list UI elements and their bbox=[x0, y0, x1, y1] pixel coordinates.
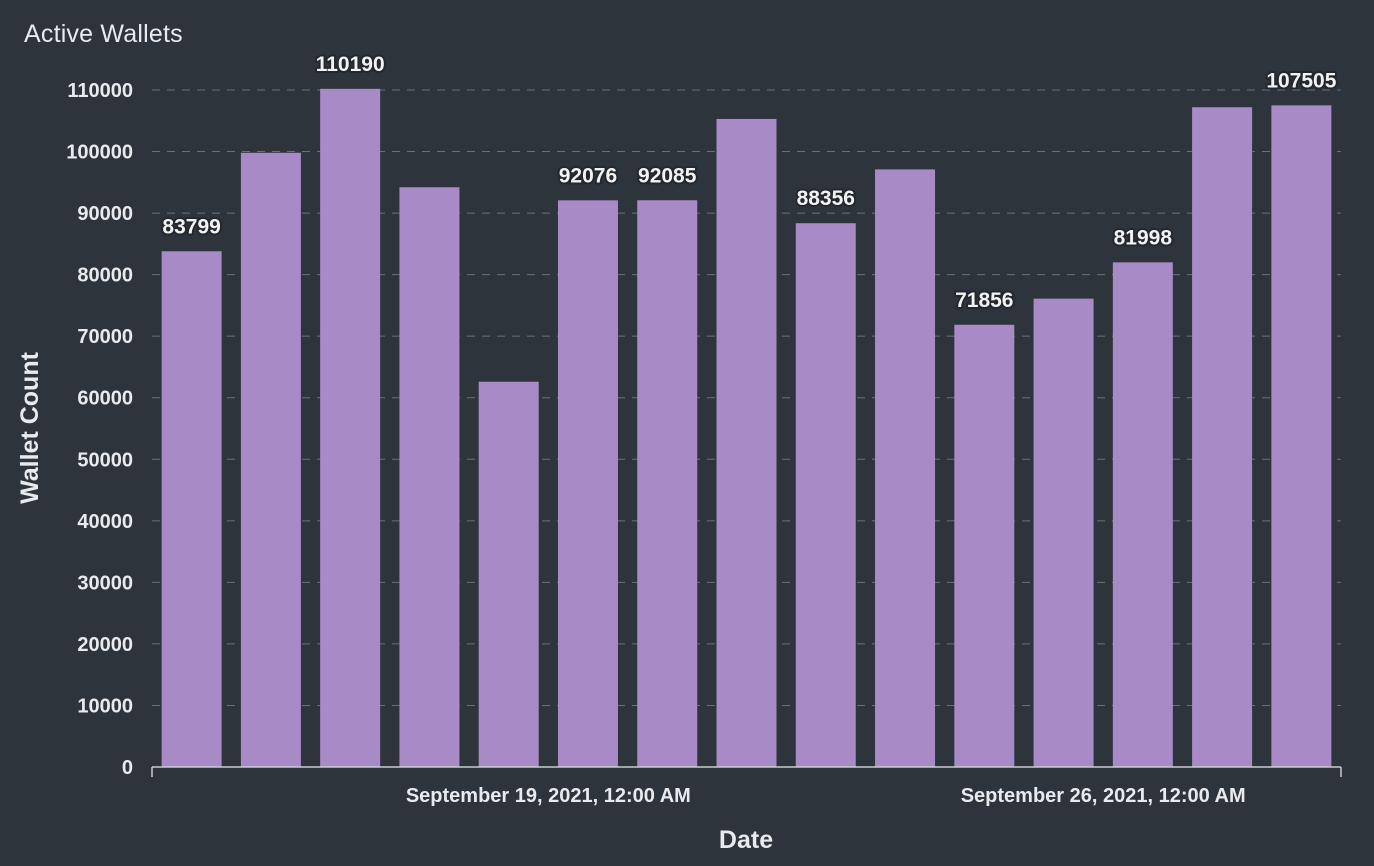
data-label: 81998 bbox=[1114, 226, 1173, 249]
data-label: 71856 bbox=[955, 289, 1013, 312]
y-tick-label: 90000 bbox=[77, 203, 133, 225]
y-tick-label: 60000 bbox=[77, 388, 133, 410]
bar-2021-09-20[interactable] bbox=[637, 200, 698, 768]
bar-2021-09-17[interactable] bbox=[399, 187, 460, 767]
data-label: 83799 bbox=[162, 215, 220, 238]
y-tick-label: 80000 bbox=[77, 265, 133, 287]
bar-2021-09-23[interactable] bbox=[875, 169, 936, 768]
bar-2021-09-14[interactable] bbox=[161, 251, 222, 767]
y-tick-label: 0 bbox=[122, 757, 133, 779]
bar-2021-09-21[interactable] bbox=[716, 118, 777, 767]
bar-2021-09-27[interactable] bbox=[1192, 107, 1253, 767]
data-label: 88356 bbox=[797, 187, 855, 210]
y-tick-label: 40000 bbox=[77, 511, 133, 533]
data-label: 107505 bbox=[1266, 69, 1336, 92]
y-tick-label: 100000 bbox=[66, 142, 133, 164]
bar-2021-09-22[interactable] bbox=[795, 223, 856, 767]
bar-2021-09-26[interactable] bbox=[1112, 262, 1173, 767]
y-axis-title: Wallet Count bbox=[16, 351, 44, 504]
x-tick-label: September 26, 2021, 12:00 AM bbox=[961, 785, 1246, 807]
bars bbox=[161, 88, 1332, 768]
bar-2021-09-28[interactable] bbox=[1271, 105, 1332, 767]
y-tick-label: 110000 bbox=[67, 80, 133, 102]
data-labels: 83799 110190 92076 92085 88356 71856 81998 1075… bbox=[160, 51, 1338, 314]
data-label: 92076 bbox=[559, 164, 617, 187]
axes: 0 10000 20000 30000 40000 50000 60000 70000 8000… bbox=[66, 80, 1342, 807]
bar-2021-09-19[interactable] bbox=[557, 200, 618, 767]
chart-title: Active Wallets bbox=[24, 20, 183, 48]
x-tick-label: September 19, 2021, 12:00 AM bbox=[406, 785, 691, 807]
data-label: 110190 bbox=[316, 53, 385, 76]
x-axis-title: Date bbox=[719, 826, 773, 854]
y-tick-label: 50000 bbox=[77, 449, 133, 471]
y-tick-label: 70000 bbox=[77, 326, 133, 348]
bar-2021-09-25[interactable] bbox=[1033, 298, 1094, 767]
bar-2021-09-15[interactable] bbox=[240, 152, 301, 767]
bar-2021-09-16[interactable] bbox=[320, 88, 381, 768]
bar-2021-09-24[interactable] bbox=[954, 324, 1015, 767]
bar-2021-09-18[interactable] bbox=[478, 381, 539, 767]
y-tick-label: 30000 bbox=[77, 572, 133, 594]
y-tick-label: 20000 bbox=[77, 634, 133, 656]
data-label: 92085 bbox=[638, 164, 697, 187]
y-tick-label: 10000 bbox=[77, 695, 133, 717]
